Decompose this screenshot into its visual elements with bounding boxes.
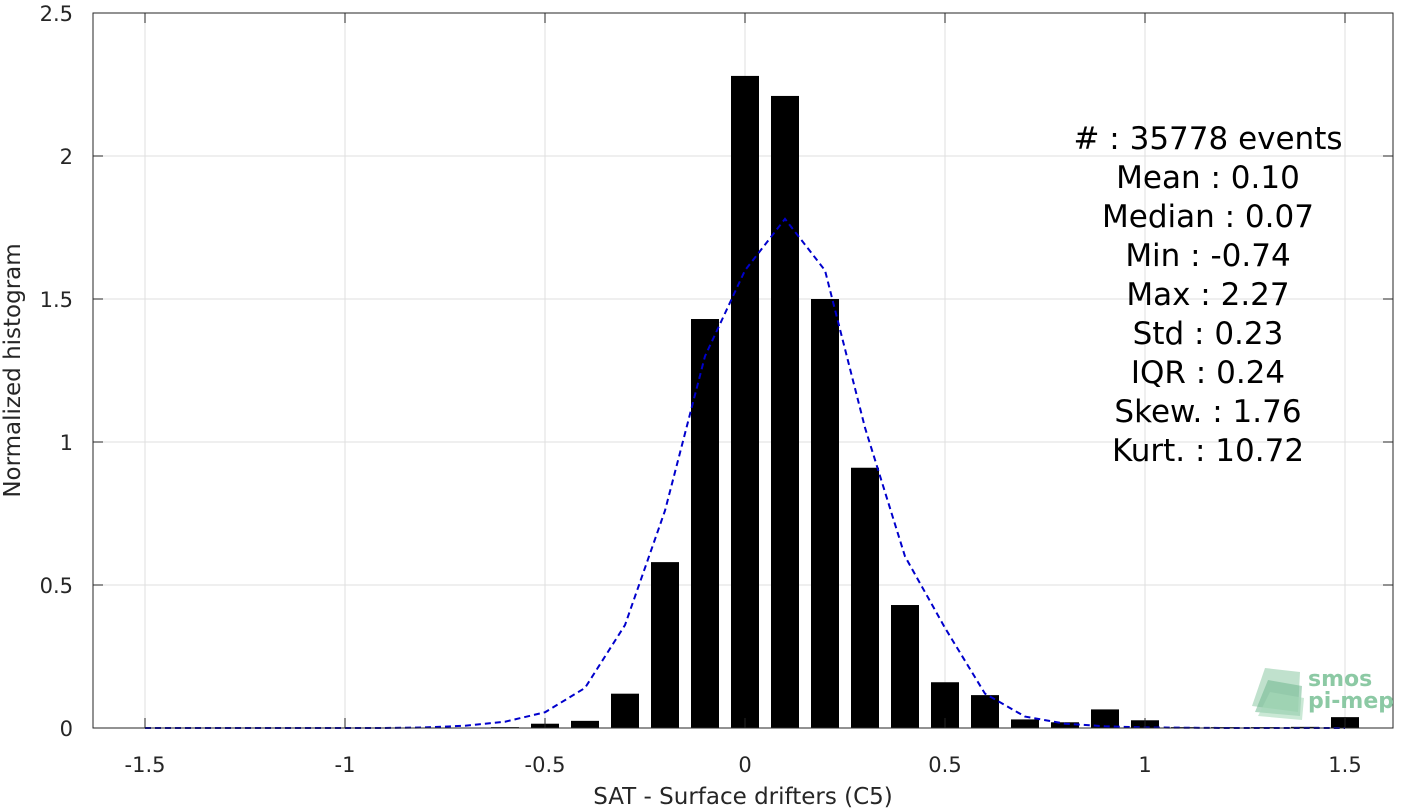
stats-line: Min : -0.74 xyxy=(1125,238,1290,274)
logo-line1: smos xyxy=(1308,667,1372,692)
histogram-bar xyxy=(611,693,639,728)
logo-wave-icon xyxy=(1252,668,1304,720)
stats-line: IQR : 0.24 xyxy=(1131,355,1285,391)
x-tick-label: -1.5 xyxy=(125,753,166,777)
histogram-bar xyxy=(1051,722,1079,728)
stats-line: Kurt. : 10.72 xyxy=(1112,433,1304,469)
histogram-bars xyxy=(491,75,1359,729)
logo-line2: pi-mep xyxy=(1308,689,1394,714)
y-tick-label: 1 xyxy=(60,431,73,455)
histogram-bar xyxy=(1091,709,1119,728)
y-axis-label: Normalized histogram xyxy=(0,243,26,497)
y-tick-label: 1.5 xyxy=(40,288,73,312)
y-tick-label: 0 xyxy=(60,717,73,741)
x-tick-label: 1.5 xyxy=(1328,753,1361,777)
y-tick-label: 0.5 xyxy=(40,574,73,598)
stats-line: # : 35778 events xyxy=(1073,121,1342,157)
axis-ticks: -1.5 -1 -0.5 0 0.5 1 1.5 0 0.5 1 1.5 2 2.5 xyxy=(40,2,1393,777)
histogram-bar xyxy=(731,75,759,729)
x-tick-label: -0.5 xyxy=(525,753,566,777)
histogram-bar xyxy=(971,695,999,728)
histogram-bar xyxy=(811,299,839,728)
stats-line: Skew. : 1.76 xyxy=(1114,394,1301,430)
x-tick-label: 0.5 xyxy=(928,753,961,777)
stats-line: Mean : 0.10 xyxy=(1116,160,1300,196)
smos-pimep-logo: smos pi-mep xyxy=(1252,667,1394,720)
histogram-bar xyxy=(891,605,919,728)
histogram-bar xyxy=(651,562,679,728)
histogram-bar xyxy=(851,467,879,728)
histogram-bar xyxy=(691,319,719,728)
stats-line: Median : 0.07 xyxy=(1102,199,1314,235)
stats-line: Max : 2.27 xyxy=(1126,277,1289,313)
x-axis-label: SAT - Surface drifters (C5) xyxy=(593,784,893,809)
x-tick-label: 1 xyxy=(1138,753,1151,777)
y-tick-label: 2 xyxy=(60,145,73,169)
x-tick-label: -1 xyxy=(335,753,356,777)
stats-line: Std : 0.23 xyxy=(1133,316,1284,352)
histogram-bar xyxy=(1011,719,1039,728)
plot-box xyxy=(92,12,1394,729)
y-tick-label: 2.5 xyxy=(40,2,73,26)
histogram-bar xyxy=(571,720,599,728)
histogram-bar xyxy=(771,95,799,728)
x-tick-label: 0 xyxy=(738,753,751,777)
